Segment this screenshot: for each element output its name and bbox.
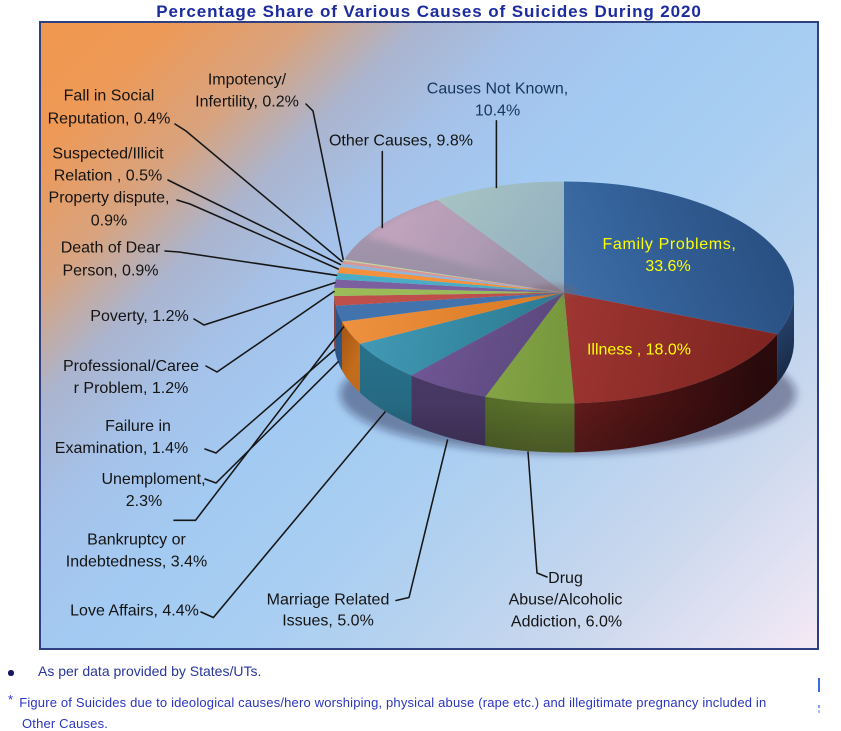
svg-text:Fall in Social: Fall in Social <box>64 88 155 105</box>
svg-text:Infertility, 0.2%: Infertility, 0.2% <box>195 94 299 111</box>
svg-text:Family Problems,: Family Problems, <box>603 236 737 253</box>
svg-text:Causes Not Known,: Causes Not Known, <box>427 81 568 98</box>
svg-text:Failure in: Failure in <box>105 418 171 435</box>
svg-text:Illness , 18.0%: Illness , 18.0% <box>587 342 691 359</box>
svg-text:Professional/Caree: Professional/Caree <box>63 358 199 375</box>
svg-text:2.3%: 2.3% <box>126 493 162 510</box>
svg-text:Death of Dear: Death of Dear <box>61 240 161 257</box>
svg-text:Examination, 1.4%: Examination, 1.4% <box>55 440 188 457</box>
svg-text:Issues, 5.0%: Issues, 5.0% <box>282 613 374 630</box>
svg-text:Addiction, 6.0%: Addiction, 6.0% <box>511 613 622 630</box>
svg-text:Person, 0.9%: Person, 0.9% <box>62 263 158 280</box>
svg-text:Relation , 0.5%: Relation , 0.5% <box>54 168 163 185</box>
svg-text:33.6%: 33.6% <box>645 258 690 275</box>
svg-text:Bankruptcy or: Bankruptcy or <box>87 532 186 549</box>
svg-text:Property dispute,: Property dispute, <box>49 190 170 207</box>
svg-text:Drug: Drug <box>548 570 583 587</box>
svg-text:Abuse/Alcoholic: Abuse/Alcoholic <box>509 592 623 609</box>
svg-text:r Problem, 1.2%: r Problem, 1.2% <box>74 380 189 397</box>
svg-text:Marriage Related: Marriage Related <box>267 592 390 609</box>
svg-text:Other Causes, 9.8%: Other Causes, 9.8% <box>329 133 473 150</box>
svg-text:Poverty, 1.2%: Poverty, 1.2% <box>90 308 188 325</box>
svg-text:Reputation, 0.4%: Reputation, 0.4% <box>48 111 171 128</box>
svg-text:0.9%: 0.9% <box>91 213 127 230</box>
svg-text:Unemploment,: Unemploment, <box>101 471 205 488</box>
svg-text:Suspected/Illicit: Suspected/Illicit <box>52 146 164 163</box>
svg-text:Love Affairs, 4.4%: Love Affairs, 4.4% <box>70 603 199 620</box>
svg-text:Indebtedness, 3.4%: Indebtedness, 3.4% <box>66 554 207 571</box>
svg-text:Impotency/: Impotency/ <box>208 72 287 89</box>
svg-text:10.4%: 10.4% <box>475 103 520 120</box>
